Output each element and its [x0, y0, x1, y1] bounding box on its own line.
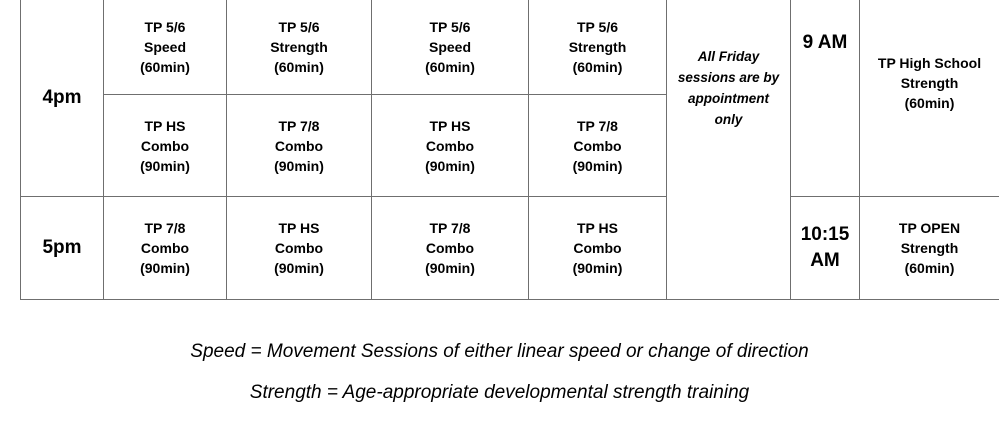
saturday-time-1015am: 10:15 AM	[800, 224, 850, 271]
saturday-session-open: TP OPEN Strength (60min)	[898, 220, 961, 276]
saturday-session-high-school: TP High School Strength (60min)	[877, 55, 982, 111]
legend-speed: Speed = Movement Sessions of either line…	[190, 341, 809, 362]
session-cell: TP HS Combo (90min)	[140, 117, 190, 174]
session-cell: TP 7/8 Combo (90min)	[140, 220, 190, 276]
session-cell: TP 7/8 Combo (90min)	[274, 117, 324, 174]
saturday-time-9am: 9 AM	[802, 32, 848, 53]
time-label-4pm: 4pm	[42, 87, 82, 108]
friday-note: All Friday sessions are by appointment o…	[677, 49, 780, 127]
session-cell: TP 5/6 Strength (60min)	[270, 19, 328, 75]
session-cell: TP 7/8 Combo (90min)	[572, 117, 623, 174]
session-cell: TP HS Combo (90min)	[425, 117, 475, 174]
session-cell: TP 5/6 Strength (60min)	[568, 19, 627, 75]
time-label-5pm: 5pm	[42, 237, 82, 258]
session-cell: TP HS Combo (90min)	[274, 220, 324, 276]
session-cell: TP 5/6 Speed (60min)	[425, 19, 475, 75]
session-cell: TP 5/6 Speed (60min)	[140, 19, 190, 75]
session-cell: TP HS Combo (90min)	[572, 220, 623, 276]
session-cell: TP 7/8 Combo (90min)	[425, 220, 475, 276]
legend-strength: Strength = Age-appropriate developmental…	[249, 382, 750, 403]
